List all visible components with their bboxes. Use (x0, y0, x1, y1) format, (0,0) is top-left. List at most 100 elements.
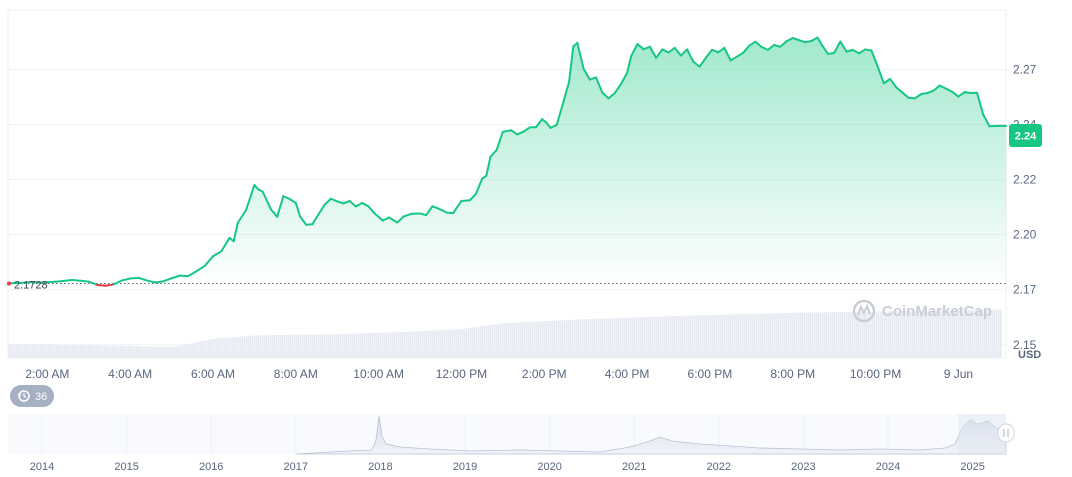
volume-bar (534, 321, 536, 358)
volume-bar (134, 346, 136, 358)
volume-bar (284, 334, 286, 358)
volume-bar (726, 314, 728, 358)
volume-bar (856, 311, 858, 358)
volume-bar (932, 310, 934, 358)
volume-bar (164, 346, 166, 358)
price-line-segment (963, 91, 972, 95)
price-line-segment (452, 199, 463, 215)
volume-bar (584, 319, 586, 358)
price-line-segment (534, 118, 544, 129)
volume-bar (512, 322, 514, 358)
volume-bar (294, 334, 296, 358)
volume-bar (918, 311, 920, 358)
volume-bar (380, 332, 382, 358)
volume-bar (886, 311, 888, 358)
volume-bar (720, 314, 722, 358)
volume-bar (96, 345, 98, 358)
volume-bar (278, 335, 280, 358)
volume-bar (722, 314, 724, 358)
volume-bar (44, 344, 46, 358)
volume-bar (110, 345, 112, 358)
volume-bar (516, 322, 518, 358)
price-line-segment (636, 43, 645, 51)
navigator-history-area (295, 415, 1007, 455)
navigator-year: 2023 (791, 461, 815, 473)
volume-bar (694, 315, 696, 358)
volume-bar (472, 327, 474, 358)
volume-bar (924, 310, 926, 358)
history-clock-icon (17, 390, 30, 402)
watermark-text: CoinMarketCap (882, 303, 992, 320)
volume-bar (814, 312, 816, 358)
volume-bar (202, 341, 204, 358)
volume-bar (648, 316, 650, 358)
start-price-label: 2.1728 (14, 280, 48, 292)
volume-bar (554, 320, 556, 358)
volume-bar (998, 309, 1000, 358)
volume-bar (898, 311, 900, 358)
volume-bar (546, 321, 548, 358)
volume-bar (414, 331, 416, 358)
volume-bar (894, 311, 896, 358)
volume-bar (330, 334, 332, 358)
x-tick-label: 10:00 AM (353, 367, 404, 381)
volume-bar (522, 322, 524, 358)
volume-bar (464, 328, 466, 358)
range-navigator[interactable]: 2014 2015 2016 2017 2018 2019 2020 2021 2022 2023… (8, 414, 1015, 473)
price-line-segment (816, 36, 823, 46)
volume-bar (974, 310, 976, 358)
volume-bar (452, 329, 454, 358)
price-line-segment (607, 92, 616, 100)
volume-bar (142, 346, 144, 358)
volume-bar (190, 343, 192, 358)
x-tick-label: 8:00 AM (274, 367, 318, 381)
drag-handle-icon[interactable] (997, 423, 1015, 443)
volume-bar (902, 311, 904, 358)
volume-bar (60, 344, 62, 358)
volume-bar (124, 345, 126, 358)
volume-bar (778, 313, 780, 358)
volume-bar (976, 310, 978, 358)
volume-bar (754, 313, 756, 358)
price-line-segment (187, 270, 198, 278)
volume-bar (226, 337, 228, 358)
volume-bar (930, 310, 932, 358)
volume-bar (390, 332, 392, 358)
price-line-segment (21, 281, 32, 284)
price-line-segment (673, 46, 682, 57)
volume-bar (592, 318, 594, 358)
volume-bar (150, 346, 152, 358)
volume-bar (404, 331, 406, 358)
volume-bar (514, 322, 516, 358)
volume-bar (388, 332, 390, 358)
price-line-segment (495, 130, 504, 151)
volume-bar (830, 312, 832, 358)
history-badge[interactable]: 36 (10, 385, 54, 407)
volume-bar (794, 312, 796, 358)
volume-bar (506, 323, 508, 358)
price-line-segment (62, 279, 74, 282)
volume-bar (394, 332, 396, 358)
volume-bar (884, 311, 886, 358)
volume-bar (666, 316, 668, 358)
volume-bar (496, 324, 498, 358)
volume-bar (356, 333, 358, 358)
volume-bar (366, 333, 368, 358)
volume-bar (458, 329, 460, 358)
volume-bar (910, 311, 912, 358)
volume-bar (806, 312, 808, 358)
volume-bar (946, 310, 948, 358)
volume-bar (948, 310, 950, 358)
price-line-segment (601, 91, 610, 100)
volume-bar (320, 334, 322, 358)
history-count: 36 (35, 391, 47, 403)
price-line-segment (642, 45, 651, 51)
price-line-segment (810, 36, 819, 43)
volume-bar (236, 336, 238, 358)
volume-bar (526, 322, 528, 358)
volume-bar (562, 320, 564, 358)
volume-bar (574, 319, 576, 358)
volume-bar (368, 333, 370, 358)
volume-bar (620, 317, 622, 358)
